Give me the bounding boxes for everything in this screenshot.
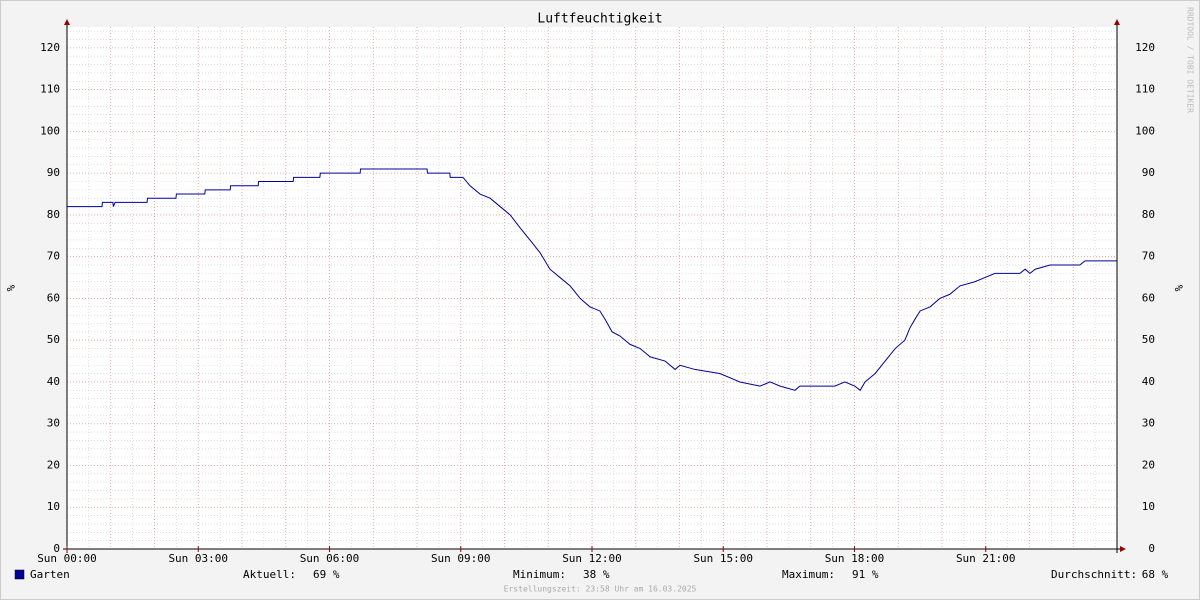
chart-title: Luftfeuchtigkeit [537,12,662,27]
y-tick-label-right: 40 [1142,375,1155,388]
x-tick-label: Sun 00:00 [37,552,97,565]
y-tick-label: 70 [47,250,60,263]
x-tick-label: Sun 06:00 [300,552,360,565]
y-tick-label-right: 70 [1142,250,1155,263]
footer: Erstellungszeit: 23:58 Uhr am 16.03.2025 [504,585,697,594]
y-tick-label-right: 10 [1142,500,1155,513]
y-tick-label-right: 120 [1135,41,1155,54]
y-tick-label-right: 0 [1148,542,1155,555]
x-tick-label: Sun 12:00 [562,552,622,565]
y-tick-label: 80 [47,208,60,221]
x-tick-label: Sun 15:00 [693,552,753,565]
data-line [67,168,1117,392]
x-tick-label: Sun 18:00 [825,552,885,565]
stat-value: 68 % [1142,568,1169,581]
stat-value: 38 % [583,568,610,581]
y-tick-label: 0 [53,542,60,555]
legend-stats: Aktuell: 69 % Minimum: 38 % Maximum: 91 % Durc… [243,568,1169,581]
legend-swatch [14,569,25,580]
y-tick-label-right: 30 [1142,417,1155,430]
watermark: RRDTOOL / TOBI OETIKER [1186,7,1195,113]
stat-label: Maximum: [782,568,835,581]
y-axis-label-right: % [1172,285,1185,292]
y-tick-label: 100 [40,124,60,137]
x-tick-label: Sun 03:00 [168,552,228,565]
x-tick-label: Sun 21:00 [956,552,1016,565]
y-tick-label: 60 [47,291,60,304]
stat-label: Aktuell: [243,568,296,581]
y-tick-label: 50 [47,333,60,346]
y-tick-label-right: 110 [1135,83,1155,96]
stat-value: 91 % [852,568,879,581]
marks [67,168,1117,392]
y-tick-label-right: 100 [1135,124,1155,137]
y-tick-label-right: 90 [1142,166,1155,179]
y-tick-label: 90 [47,166,60,179]
y-tick-label: 10 [47,500,60,513]
y-tick-label: 110 [40,83,60,96]
x-tick-label: Sun 09:00 [431,552,491,565]
stat-label: Durchschnitt: [1051,568,1137,581]
stat-value: 69 % [313,568,340,581]
y-tick-label-right: 50 [1142,333,1155,346]
y-tick-label: 40 [47,375,60,388]
y-tick-label-right: 80 [1142,208,1155,221]
y-axis-label: % [4,285,17,292]
y-tick-label: 20 [47,458,60,471]
y-tick-label: 30 [47,417,60,430]
y-tick-label: 120 [40,41,60,54]
y-tick-label-right: 20 [1142,458,1155,471]
grid [66,27,1118,550]
stat-label: Minimum: [513,568,566,581]
legend-label: Garten [30,568,70,581]
y-tick-label-right: 60 [1142,291,1155,304]
